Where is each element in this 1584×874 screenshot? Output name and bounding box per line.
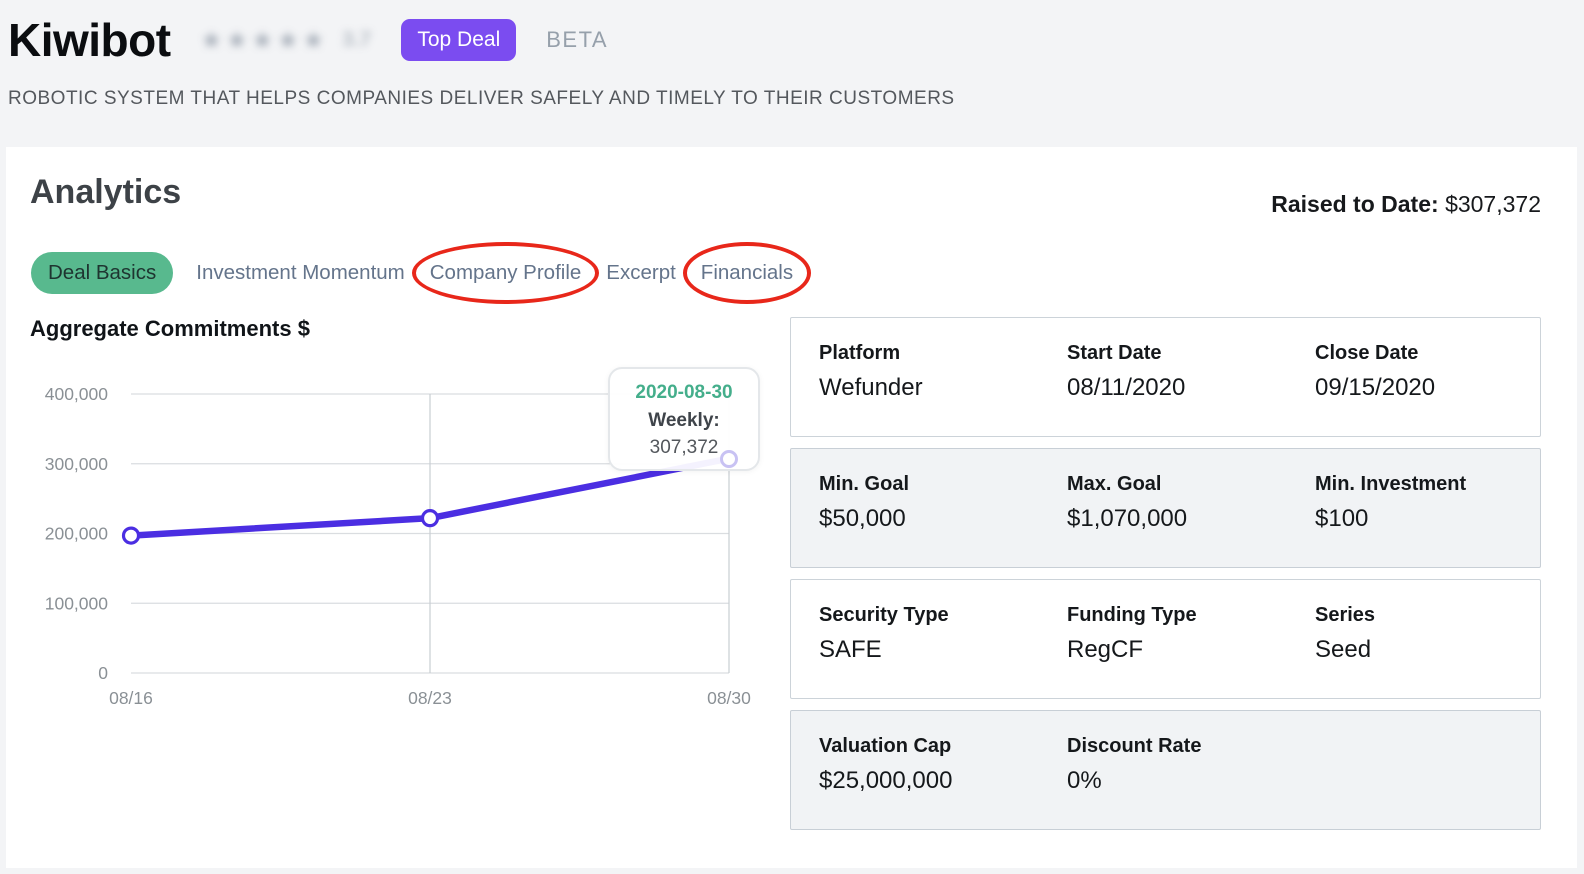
star-icons: ★★★★★	[200, 26, 329, 54]
commitments-chart[interactable]: 0 100,000 200,000 300,000 400,000 08/16 08/23 0…	[30, 359, 775, 711]
field-value: 09/15/2020	[1315, 374, 1436, 401]
field-label: Discount Rate	[1067, 735, 1202, 757]
field-label: Min. Investment	[1315, 473, 1467, 495]
tab-investment-momentum[interactable]: Investment Momentum	[194, 252, 407, 294]
raised-label: Raised to Date:	[1271, 191, 1439, 217]
field-label: Valuation Cap	[819, 735, 952, 757]
annotation-ellipse	[682, 242, 812, 304]
field-value: Wefunder	[819, 374, 923, 401]
x-tick-label: 08/23	[408, 688, 452, 708]
tab-deal-basics[interactable]: Deal Basics	[31, 252, 174, 294]
field-platform: Platform Wefunder	[819, 342, 1067, 436]
field-value: 08/11/2020	[1067, 374, 1186, 401]
tooltip-series-label: Weekly:	[648, 410, 720, 431]
field-value: Seed	[1315, 636, 1372, 663]
chart-point-marker[interactable]	[720, 450, 738, 468]
field-max-goal: Max. Goal $1,070,000	[1067, 473, 1315, 567]
field-label: Close Date	[1315, 342, 1419, 364]
field-label: Max. Goal	[1067, 473, 1162, 495]
field-value: $100	[1315, 505, 1369, 532]
y-tick-label: 0	[98, 663, 108, 683]
tab-financials[interactable]: Financials	[682, 242, 812, 304]
x-tick-label: 08/16	[109, 688, 153, 708]
field-value: $25,000,000	[819, 767, 953, 794]
data-point-marker	[420, 509, 440, 528]
field-label: Min. Goal	[819, 473, 909, 495]
data-point-marker	[121, 526, 141, 545]
field-funding-type: Funding Type RegCF	[1067, 604, 1315, 698]
field-label: Series	[1315, 604, 1376, 626]
raised-value: $307,372	[1445, 191, 1541, 217]
page-title: Kiwibot	[8, 14, 171, 66]
field-min-investment: Min. Investment $100	[1315, 473, 1540, 567]
field-start-date: Start Date 08/11/2020	[1067, 342, 1315, 436]
info-card: Platform Wefunder Start Date 08/11/2020 Clos…	[790, 317, 1541, 437]
raised-to-date: Raised to Date: $307,372	[1271, 191, 1541, 218]
field-discount-rate: Discount Rate 0%	[1067, 735, 1315, 829]
field-label: Funding Type	[1067, 604, 1197, 626]
field-security-type: Security Type SAFE	[819, 604, 1067, 698]
field-close-date: Close Date 09/15/2020	[1315, 342, 1540, 436]
info-card: Valuation Cap $25,000,000 Discount Rate 0%	[790, 710, 1541, 830]
field-value: SAFE	[819, 636, 882, 663]
info-card: Min. Goal $50,000 Max. Goal $1,070,000 Min. …	[790, 448, 1541, 568]
tabs: Deal Basics Investment Momentum Company Pr…	[31, 242, 812, 304]
top-deal-badge: Top Deal	[401, 19, 517, 61]
field-valuation-cap: Valuation Cap $25,000,000	[819, 735, 1067, 829]
field-value: 0%	[1067, 767, 1102, 794]
field-min-goal: Min. Goal $50,000	[819, 473, 1067, 567]
field-value: RegCF	[1067, 636, 1144, 663]
header: Kiwibot ★★★★★ 3.7 Top Deal BETA	[8, 0, 608, 80]
info-card: Security Type SAFE Funding Type RegCF Series…	[790, 579, 1541, 699]
detail-cards: Platform Wefunder Start Date 08/11/2020 Clos…	[790, 317, 1541, 830]
analytics-heading: Analytics	[30, 173, 182, 211]
field-value: $50,000	[819, 505, 906, 532]
tooltip-date: 2020-08-30	[635, 382, 733, 403]
y-tick-label: 400,000	[45, 384, 109, 404]
star-rating: ★★★★★ 3.7	[201, 26, 372, 55]
x-tick-label: 08/30	[707, 688, 751, 708]
beta-label: BETA	[546, 27, 609, 52]
tab-excerpt[interactable]: Excerpt	[604, 252, 678, 294]
tab-company-profile[interactable]: Company Profile	[411, 242, 600, 304]
y-tick-label: 200,000	[45, 524, 109, 544]
y-tick-label: 300,000	[45, 454, 109, 474]
y-tick-label: 100,000	[45, 593, 109, 613]
company-tagline: ROBOTIC SYSTEM THAT HELPS COMPANIES DELI…	[8, 88, 955, 109]
analytics-panel: Analytics Raised to Date: $307,372 Deal …	[6, 147, 1577, 868]
field-label: Security Type	[819, 604, 949, 626]
field-value: $1,070,000	[1067, 505, 1188, 532]
field-label: Start Date	[1067, 342, 1162, 364]
field-series: Series Seed	[1315, 604, 1540, 698]
annotation-ellipse	[411, 242, 600, 304]
rating-value: 3.7	[342, 28, 372, 51]
field-label: Platform	[819, 342, 901, 364]
chart-title: Aggregate Commitments $	[30, 316, 310, 341]
tooltip-value: 307,372	[649, 437, 719, 458]
